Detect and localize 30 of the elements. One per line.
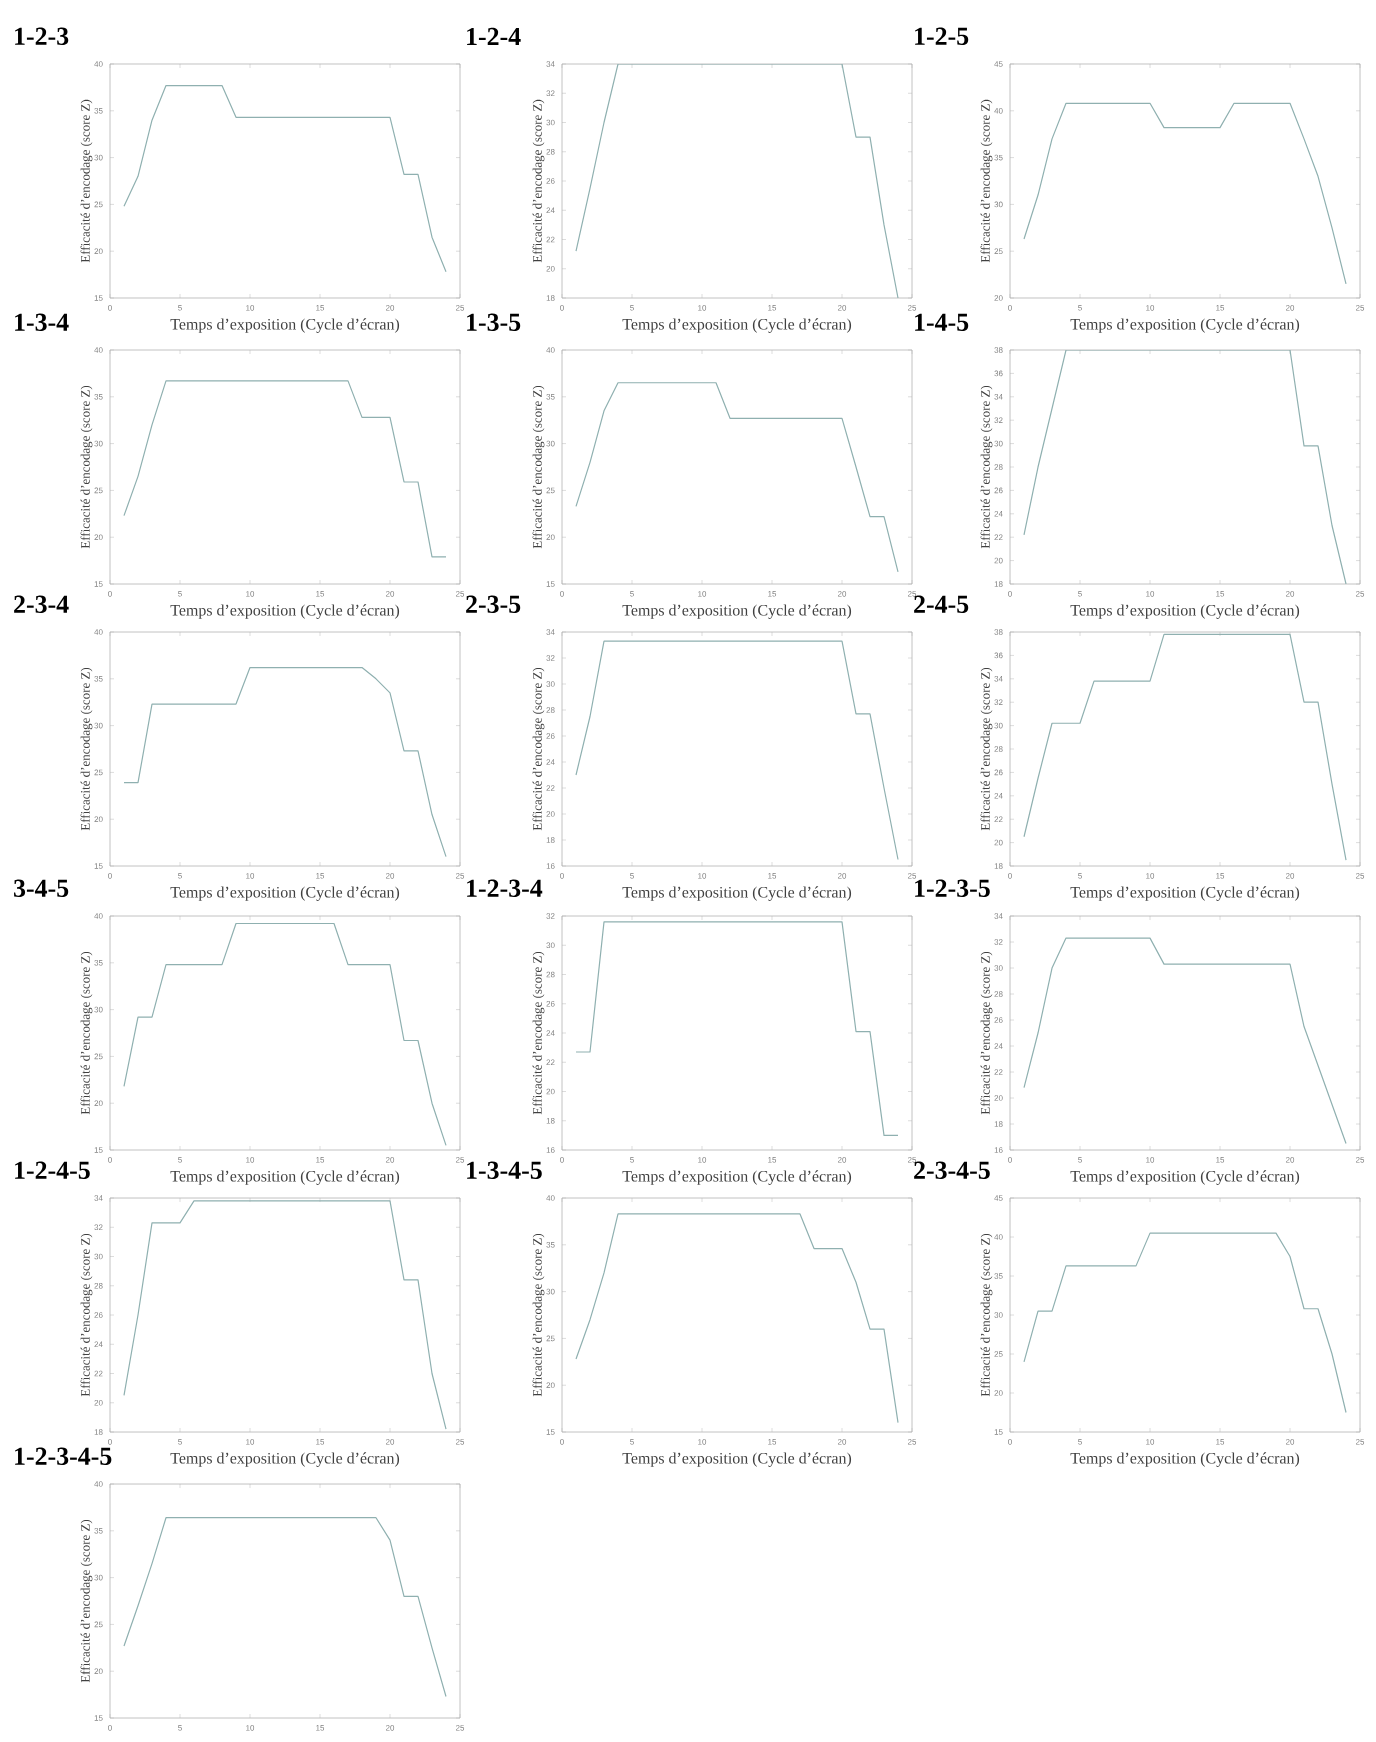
chart-title: 2-4-5 — [914, 595, 969, 614]
line-series — [123, 1517, 447, 1698]
line-series — [575, 382, 899, 573]
line-series — [1023, 1232, 1347, 1414]
chart-title: 1-2-5 — [915, 27, 969, 45]
line-series — [1023, 102, 1347, 285]
chart-title: 1-3-4-5 — [467, 1161, 542, 1180]
chart-title: 1-2-3-4-5 — [15, 1447, 112, 1466]
chart-title: 2-3-5 — [466, 595, 521, 614]
chart-title: 1-3-5 — [467, 313, 521, 332]
chart-title: 1-4-5 — [915, 313, 969, 332]
chart-title: 1-2-3-5 — [915, 879, 990, 898]
line-series — [575, 1213, 899, 1424]
line-series — [123, 84, 447, 273]
line-series — [575, 64, 899, 298]
line-series — [575, 640, 899, 861]
line-series — [123, 1200, 447, 1430]
line-series — [1023, 633, 1347, 861]
chart-title: 2-3-4-5 — [914, 1161, 990, 1180]
line-series — [123, 922, 447, 1146]
chart-title: 3-4-5 — [14, 879, 69, 898]
chart-title: 1-2-3 — [15, 27, 69, 45]
chart-title: 1-2-3-4 — [467, 879, 543, 898]
line-series — [123, 666, 447, 858]
line-series — [123, 380, 447, 558]
chart-title: 1-3-4 — [15, 313, 69, 332]
chart-title: 1-2-4 — [467, 27, 521, 46]
chart-title: 1-2-4-5 — [15, 1161, 90, 1180]
line-series — [575, 921, 899, 1136]
chart-title: 2-3-4 — [14, 595, 69, 614]
